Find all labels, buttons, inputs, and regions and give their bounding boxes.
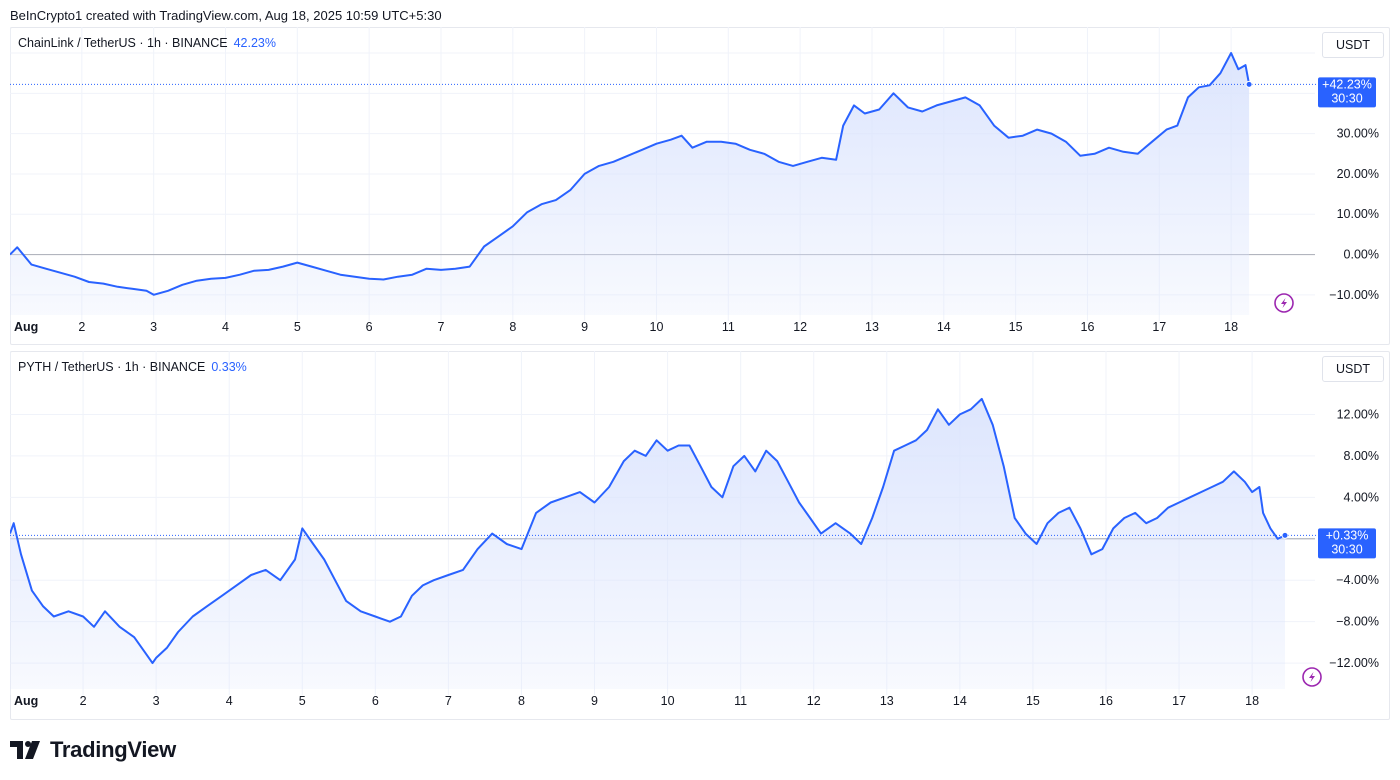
symbol-legend[interactable]: ChainLink / TetherUS · 1h · BINANCE 42.23… xyxy=(18,36,276,50)
x-tick-label: 18 xyxy=(1245,694,1259,708)
last-price-dot xyxy=(1281,531,1289,539)
x-tick-label: 6 xyxy=(372,694,379,708)
x-tick-label: 14 xyxy=(953,694,967,708)
x-tick-label: 2 xyxy=(78,320,85,334)
x-tick-label: 16 xyxy=(1099,694,1113,708)
x-tick-label: 15 xyxy=(1026,694,1040,708)
x-tick-label: 3 xyxy=(153,694,160,708)
x-tick-label: 3 xyxy=(150,320,157,334)
y-tick-label: −10.00% xyxy=(1329,288,1379,302)
symbol-change: 0.33% xyxy=(211,360,247,374)
chart-svg-link[interactable]: −10.00%0.00%10.00%20.00%30.00%50.00%Aug2… xyxy=(10,27,1390,345)
y-tick-label: 0.00% xyxy=(1344,248,1379,262)
lightning-icon xyxy=(1274,293,1294,313)
currency-unit-button[interactable]: USDT xyxy=(1322,32,1384,58)
x-tick-label: 8 xyxy=(518,694,525,708)
x-tick-label: 10 xyxy=(650,320,664,334)
symbol-name: PYTH / TetherUS · 1h · BINANCE xyxy=(18,360,206,374)
x-tick-label: 9 xyxy=(581,320,588,334)
last-price-label: +42.23% xyxy=(1322,77,1372,91)
x-tick-label: 7 xyxy=(438,320,445,334)
x-tick-label: Aug xyxy=(14,320,38,334)
symbol-name: ChainLink / TetherUS · 1h · BINANCE xyxy=(18,36,228,50)
chart-attribution: BeInCrypto1 created with TradingView.com… xyxy=(10,8,442,23)
symbol-legend[interactable]: PYTH / TetherUS · 1h · BINANCE 0.33% xyxy=(18,360,247,374)
last-price-label-box xyxy=(1318,77,1376,108)
y-tick-label: 10.00% xyxy=(1337,207,1379,221)
x-tick-label: Aug xyxy=(14,694,38,708)
y-tick-label: −12.00% xyxy=(1329,656,1379,670)
last-price-label-box xyxy=(1318,528,1376,559)
currency-unit-button[interactable]: USDT xyxy=(1322,356,1384,382)
y-tick-label: 30.00% xyxy=(1337,127,1379,141)
x-tick-label: 8 xyxy=(509,320,516,334)
brand-name: TradingView xyxy=(50,737,176,762)
x-tick-label: 17 xyxy=(1172,694,1186,708)
x-tick-label: 14 xyxy=(937,320,951,334)
y-tick-label: −8.00% xyxy=(1336,615,1379,629)
x-tick-label: 11 xyxy=(734,694,747,708)
x-tick-label: 10 xyxy=(661,694,675,708)
x-tick-label: 12 xyxy=(807,694,821,708)
bar-countdown-label: 30:30 xyxy=(1331,91,1362,105)
series-area xyxy=(10,53,1250,315)
bar-countdown-label: 30:30 xyxy=(1331,542,1362,556)
series-line xyxy=(10,397,1286,665)
y-tick-label: 20.00% xyxy=(1337,167,1379,181)
x-tick-label: 5 xyxy=(294,320,301,334)
x-tick-label: 7 xyxy=(445,694,452,708)
y-tick-label: 12.00% xyxy=(1337,407,1379,421)
x-tick-label: 17 xyxy=(1152,320,1166,334)
y-tick-label: 4.00% xyxy=(1344,490,1379,504)
x-tick-label: 9 xyxy=(591,694,598,708)
chart-panel-pyth[interactable]: −12.00% −8.00% −4.00% 4.00% 8.00% 12.00% Aug 2 3… xyxy=(10,351,1390,720)
x-tick-label: 4 xyxy=(226,694,233,708)
x-tick-label: 4 xyxy=(222,320,229,334)
x-tick-label: 15 xyxy=(1009,320,1023,334)
y-tick-label: 8.00% xyxy=(1344,449,1379,463)
x-tick-label: 13 xyxy=(865,320,879,334)
series-line xyxy=(10,52,1251,296)
last-price-dot xyxy=(1245,80,1253,88)
series-area xyxy=(10,398,1285,689)
x-tick-label: 5 xyxy=(299,694,306,708)
x-tick-label: 18 xyxy=(1224,320,1238,334)
x-tick-label: 13 xyxy=(880,694,894,708)
chart-panel-link[interactable]: −10.00%0.00%10.00%20.00%30.00%50.00%Aug2… xyxy=(10,27,1390,345)
x-tick-label: 12 xyxy=(793,320,807,334)
x-tick-label: 2 xyxy=(80,694,87,708)
y-tick-label: −4.00% xyxy=(1336,573,1379,587)
chart-svg-pyth[interactable]: −12.00% −8.00% −4.00% 4.00% 8.00% 12.00% Aug 2 3… xyxy=(10,351,1390,720)
lightning-icon xyxy=(1302,667,1322,687)
x-tick-label: 11 xyxy=(722,320,735,334)
last-price-label: +0.33% xyxy=(1326,528,1369,542)
footer-brand[interactable]: TradingView xyxy=(10,737,176,763)
x-tick-label: 6 xyxy=(366,320,373,334)
symbol-change: 42.23% xyxy=(233,36,276,50)
tradingview-logo-icon xyxy=(10,741,40,759)
x-tick-label: 16 xyxy=(1081,320,1095,334)
